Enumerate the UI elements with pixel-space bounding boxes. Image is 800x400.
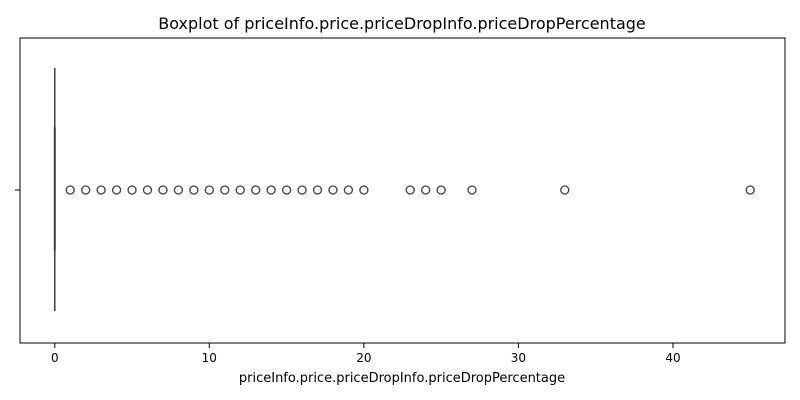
outlier-point <box>189 185 199 195</box>
outlier-point <box>111 185 122 195</box>
outlier-point <box>281 185 292 195</box>
x-axis: 0 10 20 30 40 <box>51 343 681 365</box>
outlier-points <box>65 185 755 195</box>
outlier-point <box>65 185 75 195</box>
outlier-point <box>96 185 106 195</box>
outlier-point <box>745 185 755 195</box>
x-tick-label: 20 <box>356 351 371 365</box>
outlier-point <box>312 185 323 195</box>
outlier-point <box>173 185 184 195</box>
outlier-point <box>297 185 307 195</box>
outlier-point <box>436 185 446 195</box>
outlier-point <box>158 185 168 195</box>
x-tick-label: 40 <box>665 351 680 365</box>
outlier-point <box>467 185 477 195</box>
outlier-point <box>81 185 91 195</box>
outlier-point <box>421 185 431 195</box>
outlier-point <box>405 185 415 195</box>
x-tick-label: 30 <box>511 351 526 365</box>
outlier-point <box>204 185 214 195</box>
outlier-point <box>266 185 276 195</box>
outlier-point <box>142 185 153 195</box>
outlier-point <box>127 185 137 195</box>
x-tick-label: 0 <box>51 351 59 365</box>
outlier-point <box>560 185 570 195</box>
outlier-point <box>220 185 230 195</box>
x-tick-label: 10 <box>202 351 217 365</box>
x-axis-label: priceInfo.price.priceDropInfo.priceDropP… <box>239 371 565 386</box>
outlier-point <box>343 185 354 195</box>
outlier-point <box>359 185 369 195</box>
outlier-point <box>251 185 261 195</box>
chart-title: Boxplot of priceInfo.price.priceDropInfo… <box>158 14 646 33</box>
outlier-point <box>235 185 245 195</box>
box-marks <box>53 68 56 311</box>
outlier-point <box>328 185 338 195</box>
plot-area <box>19 37 786 344</box>
